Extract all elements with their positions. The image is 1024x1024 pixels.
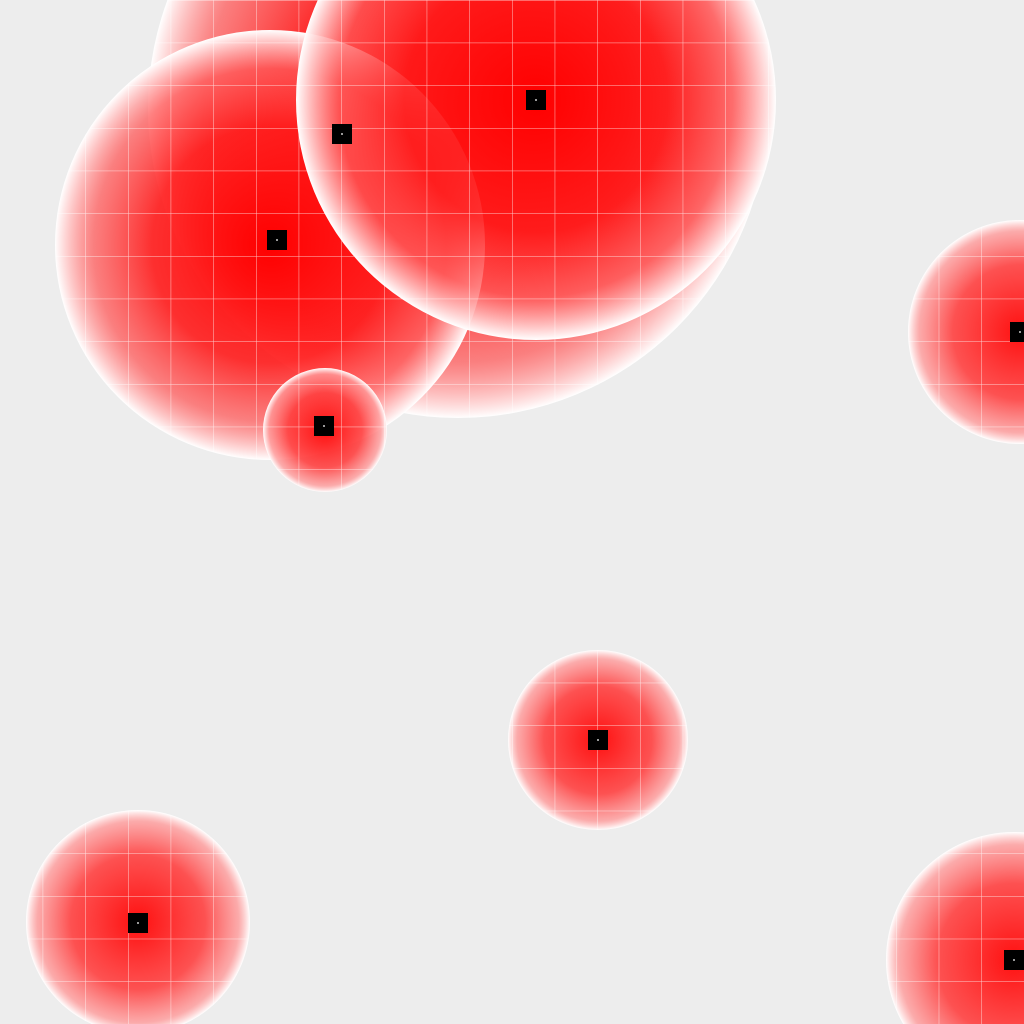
map-marker[interactable] bbox=[526, 90, 546, 110]
map-marker[interactable] bbox=[314, 416, 334, 436]
map-marker[interactable] bbox=[588, 730, 608, 750]
map-marker[interactable] bbox=[1010, 322, 1024, 342]
map-marker[interactable] bbox=[1004, 950, 1024, 970]
map-marker[interactable] bbox=[267, 230, 287, 250]
map-marker[interactable] bbox=[128, 913, 148, 933]
map-marker[interactable] bbox=[332, 124, 352, 144]
